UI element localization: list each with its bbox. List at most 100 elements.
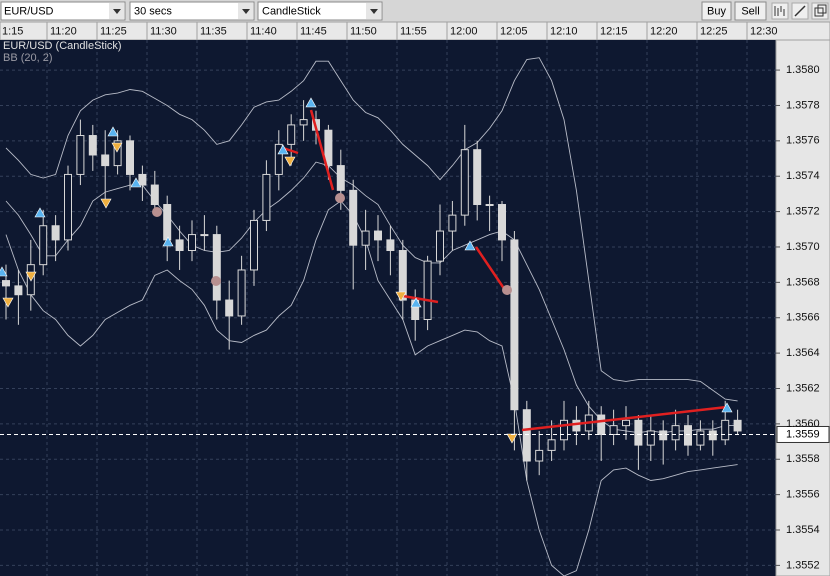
candle-body (2, 280, 10, 287)
candle-body (684, 425, 692, 446)
candle-body (448, 214, 457, 232)
last-price-box (776, 425, 830, 443)
candle-body (659, 430, 668, 441)
candle-body (361, 230, 370, 246)
candle-body (522, 409, 531, 462)
candle-body (721, 419, 730, 441)
candle-body (88, 135, 97, 156)
y-tick-label: 1.3556 (786, 489, 820, 501)
candle-body (696, 430, 705, 446)
x-tick-label: 1:15 (2, 25, 23, 37)
x-tick-label: 12:15 (600, 25, 628, 37)
sell-text: Sell (741, 5, 759, 17)
x-tick-label: 12:30 (750, 25, 778, 37)
chart-type-text: CandleStick (262, 5, 321, 17)
candle-body (436, 230, 444, 262)
candle-body (460, 149, 469, 216)
candle-body (163, 204, 172, 241)
y-tick-label: 1.3564 (786, 347, 820, 359)
x-tick-label: 11:20 (50, 25, 77, 37)
candle-body (150, 184, 159, 206)
candle-body (212, 234, 221, 301)
y-tick-label: 1.3560 (786, 418, 820, 430)
candle-body (473, 149, 482, 206)
candle-body (262, 173, 271, 221)
candle-body (101, 154, 110, 167)
candle-body (510, 239, 519, 411)
x-tick-label: 12:10 (550, 25, 578, 37)
x-tick-label: 11:35 (200, 25, 227, 37)
chart-type-select[interactable]: CandleStick (257, 1, 383, 21)
interval-select[interactable]: 30 secs (129, 1, 255, 21)
candle-body (485, 204, 494, 207)
candle-body (386, 239, 395, 252)
symbol-select[interactable]: EUR/USD (0, 1, 126, 21)
candle-body (622, 419, 630, 427)
candle-body (609, 425, 618, 435)
candle-body (237, 269, 246, 317)
candle-body (572, 419, 581, 432)
candle-body (299, 119, 308, 126)
x-tick-label: 11:30 (150, 25, 177, 37)
interval-text: 30 secs (134, 5, 172, 17)
candle-body (113, 140, 122, 167)
candle-body (597, 414, 606, 435)
candle-body (349, 189, 358, 246)
x-tick-label: 11:25 (100, 25, 127, 37)
candle-body (374, 230, 382, 241)
y-tick-label: 1.3578 (786, 99, 820, 111)
x-tick-label: 11:40 (250, 25, 277, 37)
buy-button[interactable]: Buy (701, 1, 732, 21)
candle-body (39, 225, 48, 266)
x-tick-label: 12:05 (500, 25, 528, 37)
candle-body (398, 250, 407, 301)
y-tick-label: 1.3568 (786, 276, 820, 288)
y-tick-label: 1.3570 (786, 241, 820, 253)
candle-body (64, 173, 72, 241)
candle-body (547, 439, 556, 451)
candle-body (51, 225, 60, 241)
signals (0, 97, 733, 444)
candle-body (200, 234, 209, 237)
candle-body (535, 449, 544, 462)
x-tick-label: 12:20 (650, 25, 678, 37)
indicator-label: BB (20, 2) (3, 52, 53, 64)
candle-body (634, 419, 643, 446)
candle-body (423, 260, 432, 320)
candle-body (671, 425, 680, 441)
y-tick-label: 1.3580 (786, 64, 820, 76)
price-axis (775, 39, 830, 576)
chart-title: EUR/USD (CandleStick) (3, 40, 122, 52)
candle-body (188, 234, 196, 252)
sell-button[interactable]: Sell (734, 1, 767, 21)
candle-body (324, 129, 333, 167)
x-tick-label: 12:00 (450, 25, 478, 37)
y-tick-label: 1.3552 (786, 559, 820, 571)
bollinger-upper (5, 57, 738, 402)
toolbar-icons[interactable] (771, 2, 829, 20)
plot-area (0, 40, 776, 576)
candle-body (250, 219, 258, 271)
y-tick-label: 1.3572 (786, 205, 820, 217)
bollinger-lower (5, 200, 738, 576)
buy-text: Buy (707, 5, 726, 17)
y-tick-label: 1.3562 (786, 382, 820, 394)
candle-body (76, 135, 85, 175)
candle-body (175, 239, 184, 252)
candle-body (126, 140, 134, 175)
candle-body (138, 173, 147, 186)
symbol-text: EUR/USD (4, 5, 54, 17)
candle-body (708, 430, 717, 441)
x-tick-label: 11:55 (400, 25, 427, 37)
candle-body (274, 143, 283, 175)
candle-body (225, 299, 234, 317)
x-tick-label: 11:50 (350, 25, 377, 37)
x-tick-label: 11:45 (300, 25, 327, 37)
candle-body (336, 165, 345, 191)
y-tick-label: 1.3574 (786, 170, 820, 182)
x-tick-label: 12:25 (700, 25, 728, 37)
candle-body (733, 419, 742, 432)
y-tick-label: 1.3566 (786, 312, 820, 324)
